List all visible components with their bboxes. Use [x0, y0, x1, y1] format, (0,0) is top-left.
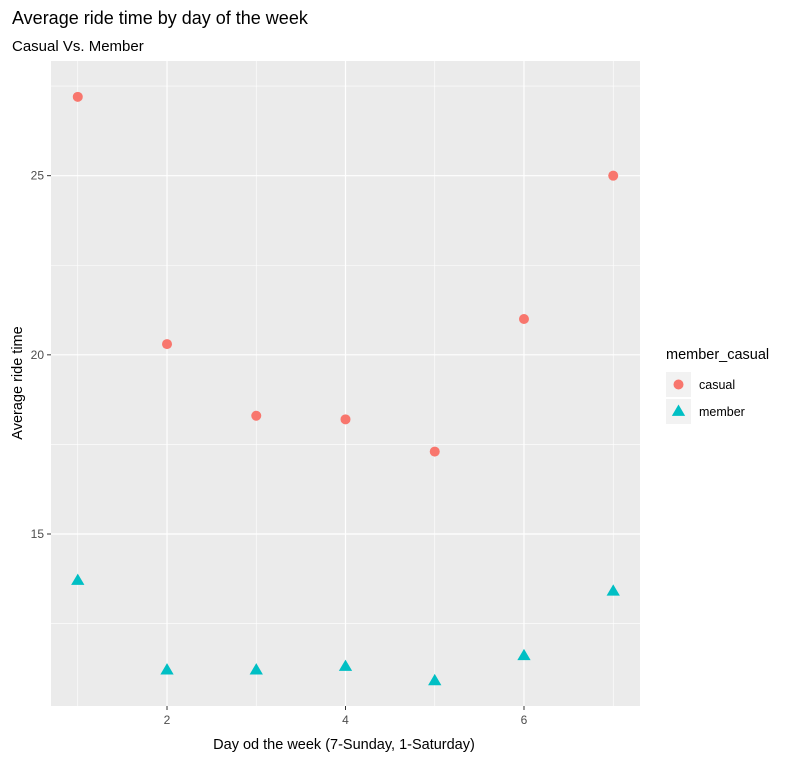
x-axis-ticks: 2 4 6 [164, 706, 528, 727]
grid-lines [51, 61, 640, 706]
casual-point [340, 414, 351, 425]
member-point [249, 663, 263, 675]
member-point [517, 648, 531, 661]
chart-subtitle: Casual Vs. Member [12, 38, 144, 55]
casual-point [162, 339, 173, 350]
member-point [428, 673, 442, 686]
casual-point [608, 170, 619, 181]
legend-title: member_casual [666, 347, 769, 363]
legend-marker-casual [673, 379, 684, 390]
legend-marker-member [671, 404, 686, 416]
chart-title: Average ride time by day of the week [12, 8, 309, 28]
casual-point [518, 314, 529, 324]
member-point [338, 659, 353, 671]
y-tick-label: 20 [31, 348, 45, 362]
legend-label-member: member [699, 405, 745, 419]
x-axis-title: Day od the week (7-Sunday, 1-Saturday) [213, 737, 475, 753]
x-tick-label: 6 [521, 713, 528, 727]
legend-label-casual: casual [699, 378, 735, 392]
casual-point [251, 410, 262, 421]
legend: member_casual casual member [666, 347, 769, 424]
member-point [606, 584, 620, 596]
x-tick-label: 4 [342, 713, 349, 727]
y-axis-title: Average ride time [10, 326, 26, 439]
casual-point [429, 446, 440, 457]
data-points [71, 91, 620, 686]
casual-point [72, 91, 83, 102]
y-axis-ticks: 15 20 25 [31, 169, 51, 541]
member-point [160, 663, 174, 675]
x-tick-label: 2 [164, 713, 171, 727]
member-point [71, 573, 85, 585]
y-tick-label: 15 [31, 527, 45, 541]
y-tick-label: 25 [31, 169, 45, 183]
